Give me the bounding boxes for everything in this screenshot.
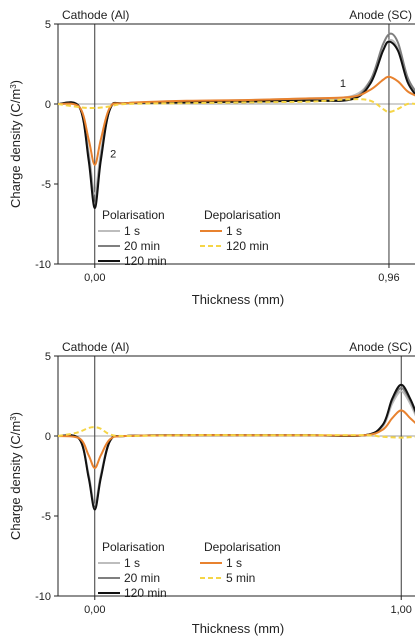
y-axis-ticks: 5 0 -5 -10 bbox=[35, 19, 58, 271]
x-tick-label: 1,00 bbox=[391, 604, 412, 616]
y-tick-label: -5 bbox=[41, 511, 51, 523]
series-layer bbox=[57, 383, 415, 511]
series-line-depolarisation-5-min bbox=[57, 426, 415, 439]
x-tick-label: 0,00 bbox=[84, 272, 105, 284]
series-line-depolarisation-1-s bbox=[57, 75, 415, 166]
y-tick-label: -10 bbox=[35, 259, 51, 271]
x-axis-ticks: 0,00 0,96 bbox=[84, 264, 400, 284]
legend-item-label: 120 min bbox=[124, 586, 167, 600]
x-tick-label: 0,00 bbox=[84, 604, 105, 616]
annotation-label: 2 bbox=[110, 149, 116, 161]
legend-item-label: 120 min bbox=[124, 254, 167, 268]
legend-group-title: Depolarisation bbox=[204, 540, 281, 554]
chart-panel-top: 5 0 -5 -10 0,00 0,96 Cathode (Al) Anode (SC)… bbox=[8, 8, 415, 307]
legend-group-title: Polarisation bbox=[102, 208, 165, 222]
series-line-depolarisation-1-s bbox=[57, 409, 415, 470]
legend-item-label: 1 s bbox=[226, 224, 242, 238]
y-tick-label: 5 bbox=[45, 351, 51, 363]
series-line-polarisation-20-min bbox=[57, 32, 415, 205]
legend-group-title: Polarisation bbox=[102, 540, 165, 554]
x-axis-ticks: 0,00 1,00 bbox=[84, 596, 412, 616]
legend-item-label: 1 s bbox=[124, 556, 140, 570]
legend-item-label: 120 min bbox=[226, 239, 269, 253]
x-axis-label: Thickness (mm) bbox=[192, 621, 284, 636]
series-line-polarisation-120-min bbox=[57, 40, 415, 210]
legend-item-label: 1 s bbox=[226, 556, 242, 570]
label-cathode: Cathode (Al) bbox=[62, 340, 129, 354]
label-anode: Anode (SC) bbox=[349, 340, 412, 354]
series-line-polarisation-20-min bbox=[57, 386, 415, 510]
x-axis-label: Thickness (mm) bbox=[192, 292, 284, 307]
series-line-polarisation-1-s bbox=[57, 390, 415, 506]
y-axis-ticks: 5 0 -5 -10 bbox=[35, 351, 58, 603]
series-line-polarisation-1-s bbox=[57, 39, 415, 195]
y-tick-label: 0 bbox=[45, 99, 51, 111]
chart-panel-bottom: 5 0 -5 -10 0,00 1,00 Cathode (Al) Anode (SC)… bbox=[8, 340, 415, 636]
legend-group-title: Depolarisation bbox=[204, 208, 281, 222]
x-tick-label: 0,96 bbox=[378, 272, 399, 284]
legend-item-label: 1 s bbox=[124, 224, 140, 238]
annotations: 12 bbox=[110, 78, 346, 160]
annotation-label: 1 bbox=[340, 78, 346, 90]
legend-item-label: 20 min bbox=[124, 571, 160, 585]
plot-area-frame bbox=[57, 355, 415, 597]
y-tick-label: 0 bbox=[45, 431, 51, 443]
label-anode: Anode (SC) bbox=[349, 8, 412, 22]
series-layer bbox=[57, 32, 415, 210]
plot-area-frame bbox=[57, 23, 415, 265]
legend-item-label: 5 min bbox=[226, 571, 255, 585]
series-line-polarisation-120-min bbox=[57, 383, 415, 511]
legend-item-label: 20 min bbox=[124, 239, 160, 253]
y-axis-label: Charge density (C/m3) bbox=[8, 412, 23, 540]
series-line-depolarisation-120-min bbox=[57, 98, 415, 114]
y-tick-label: -5 bbox=[41, 179, 51, 191]
y-tick-label: -10 bbox=[35, 591, 51, 603]
y-axis-label: Charge density (C/m3) bbox=[8, 80, 23, 208]
y-tick-label: 5 bbox=[45, 19, 51, 31]
label-cathode: Cathode (Al) bbox=[62, 8, 129, 22]
